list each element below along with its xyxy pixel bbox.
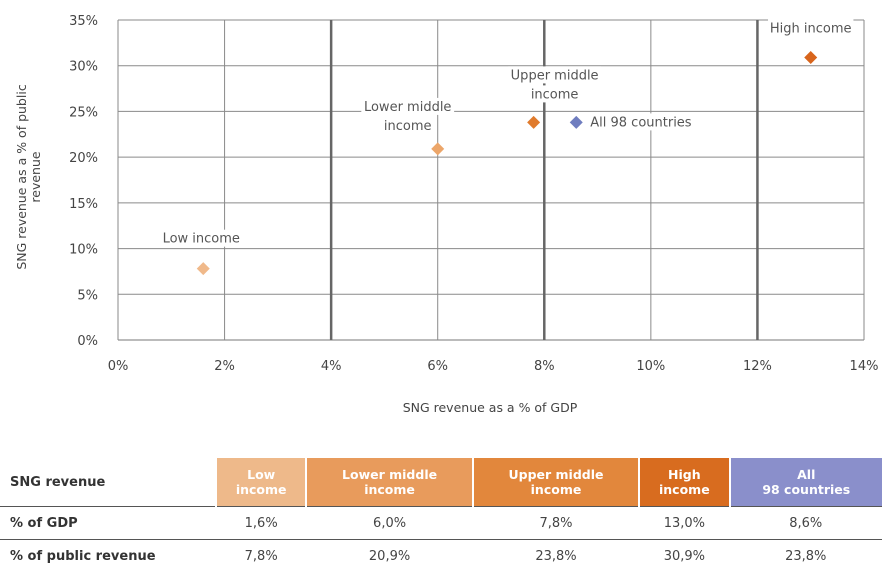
table-cell: 7,8% — [539, 515, 573, 531]
point-label: High income — [770, 21, 852, 36]
point-label-bg — [588, 113, 711, 131]
col-header-upper-middle-income: Upper middle income — [471, 458, 640, 507]
y-axis-title: SNG revenue as a % of publicrevenue — [14, 84, 43, 269]
col-header-line: Low — [247, 467, 276, 482]
row-label: % of public revenue — [10, 548, 156, 564]
table-cell: 30,9% — [663, 548, 705, 564]
x-tick-label: 8% — [534, 359, 555, 374]
data-point — [804, 50, 818, 64]
point-label-bg — [383, 116, 432, 134]
table-cell: 23,8% — [785, 548, 827, 564]
table-header-row: SNG revenue Low income Lower middle inco… — [0, 458, 882, 507]
x-tick-label: 12% — [743, 359, 772, 374]
col-header-line: income — [659, 482, 710, 497]
table-row-gdp: % of GDP 1,6% 6,0% 7,8% 13,0% 8,6% — [0, 506, 882, 540]
x-tick-label: 4% — [321, 359, 342, 374]
point-label-bg — [508, 66, 602, 84]
col-header-line: 98 countries — [762, 482, 851, 497]
point-label: Upper middle income — [511, 68, 599, 102]
x-tick-label: 6% — [427, 359, 448, 374]
col-header-line: Lower middle — [342, 467, 438, 482]
row-label: % of GDP — [10, 515, 78, 531]
point-label: Low income — [163, 232, 240, 247]
table-row-public-revenue: % of public revenue 7,8% 20,9% 23,8% 30,… — [0, 539, 882, 573]
point-label: All 98 countries — [590, 115, 692, 130]
data-point — [527, 115, 541, 129]
point-label-bg — [530, 85, 579, 103]
summary-table: SNG revenue Low income Lower middle inco… — [0, 458, 882, 572]
y-axis-ticks: 0% 5% 10% 15% 20% 25% 30% 35% — [69, 14, 98, 349]
point-label-bg — [361, 97, 455, 115]
point-label-line: income — [531, 87, 579, 102]
table-cell: 13,0% — [663, 515, 705, 531]
table-cell: 8,6% — [789, 515, 823, 531]
x-tick-label: 10% — [636, 359, 665, 374]
col-header-line: Upper middle — [508, 467, 604, 482]
point-label-line: Lower middle — [364, 100, 451, 115]
col-header-all-countries: All 98 countries — [728, 458, 882, 507]
data-point — [569, 115, 583, 129]
table-cell: 6,0% — [373, 515, 407, 531]
y-axis-title-line: SNG revenue as a % of public — [14, 84, 29, 269]
y-axis-title-line: revenue — [28, 151, 43, 202]
data-points — [196, 50, 818, 276]
y-tick-label: 30% — [69, 60, 98, 75]
y-tick-label: 20% — [69, 151, 98, 166]
data-point — [431, 142, 445, 156]
point-label-bg — [162, 229, 241, 247]
x-tick-label: 14% — [850, 359, 879, 374]
table-cell: 1,6% — [244, 515, 278, 531]
table-cell: 7,8% — [244, 548, 278, 564]
data-point — [196, 262, 210, 276]
point-label-line: High income — [770, 21, 852, 36]
col-header-line: income — [235, 482, 287, 497]
y-tick-label: 5% — [77, 288, 98, 303]
y-tick-label: 0% — [77, 334, 98, 349]
point-label-bg — [768, 19, 854, 37]
y-tick-label: 25% — [69, 105, 98, 120]
point-label-line: Upper middle — [511, 68, 599, 83]
point-label-line: income — [384, 119, 432, 134]
point-label-line: All 98 countries — [590, 115, 692, 130]
point-label-line: Low income — [163, 232, 240, 247]
col-header-line: All — [797, 467, 816, 482]
y-tick-label: 15% — [69, 197, 98, 212]
scatter-chart: 0% 5% 10% 15% 20% 25% 30% 35% 0% 2% 4% 6% 8% 10% 12% 1… — [14, 14, 879, 415]
col-header-lower-middle-income: Lower middle income — [305, 458, 473, 507]
col-header-line: income — [364, 482, 415, 497]
x-tick-label: 2% — [214, 359, 235, 374]
table-cell: 20,9% — [368, 548, 411, 564]
y-tick-label: 35% — [69, 14, 98, 29]
col-header-line: income — [530, 482, 582, 497]
x-tick-label: 0% — [108, 359, 129, 374]
grid — [117, 19, 865, 341]
col-header-low-income: Low income — [214, 458, 307, 507]
col-header-high-income: High income — [638, 458, 730, 507]
x-axis-ticks: 0% 2% 4% 6% 8% 10% 12% 14% — [108, 359, 879, 374]
table-cell: 23,8% — [535, 548, 577, 564]
table-header-label: SNG revenue — [0, 458, 216, 507]
col-header-line: High — [668, 467, 701, 482]
x-axis-title: SNG revenue as a % of GDP — [403, 400, 578, 415]
point-label: Lower middle income — [364, 100, 451, 134]
y-tick-label: 10% — [69, 243, 98, 258]
